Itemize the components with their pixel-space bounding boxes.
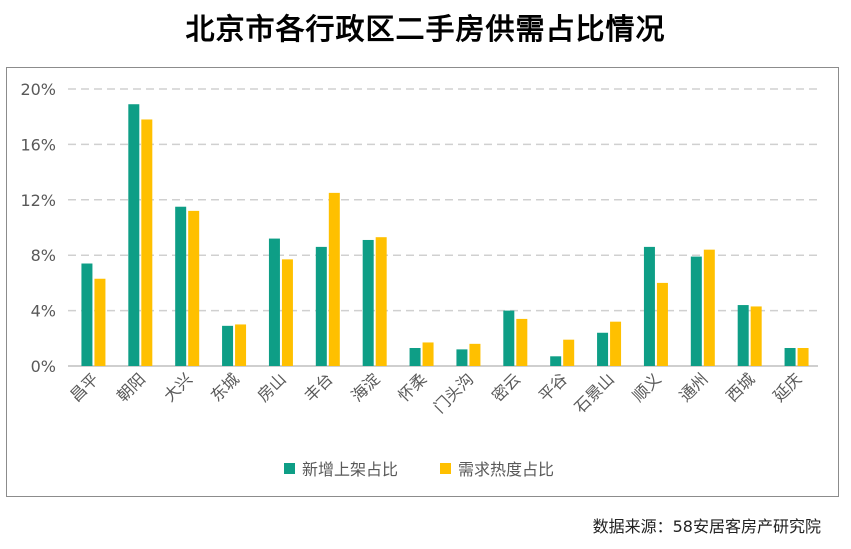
bar-new-listing-0 xyxy=(81,263,93,366)
legend-swatch-0 xyxy=(284,463,295,474)
bar-new-listing-14 xyxy=(737,305,749,366)
y-tick-label: 12% xyxy=(20,191,56,210)
bar-demand-4 xyxy=(281,259,293,366)
bar-demand-3 xyxy=(235,324,247,366)
bar-new-listing-6 xyxy=(362,239,374,366)
legend-label-0: 新增上架占比 xyxy=(302,460,398,479)
bar-new-listing-5 xyxy=(315,246,327,366)
x-tick-label: 怀柔 xyxy=(394,369,430,405)
x-tick-label: 石景山 xyxy=(571,369,618,416)
bar-new-listing-3 xyxy=(222,325,234,366)
bar-new-listing-12 xyxy=(643,246,655,366)
x-tick-label: 顺义 xyxy=(629,369,665,405)
x-tick-label: 房山 xyxy=(254,369,290,405)
x-tick-label: 朝阳 xyxy=(113,369,149,405)
bar-demand-15 xyxy=(797,347,809,366)
bar-demand-2 xyxy=(188,210,200,366)
bar-new-listing-13 xyxy=(690,256,702,366)
data-source: 数据来源：58安居客房产研究院 xyxy=(592,517,821,536)
bar-demand-5 xyxy=(328,192,340,366)
x-tick-label: 通州 xyxy=(676,369,712,405)
bar-new-listing-8 xyxy=(456,349,468,366)
y-tick-label: 8% xyxy=(31,246,56,265)
bar-demand-8 xyxy=(469,343,481,366)
bar-demand-0 xyxy=(94,278,106,366)
legend-label-1: 需求热度占比 xyxy=(458,460,554,479)
bar-demand-14 xyxy=(750,306,762,366)
x-tick-label: 大兴 xyxy=(160,369,196,405)
bar-demand-1 xyxy=(141,119,153,366)
x-tick-label: 丰台 xyxy=(301,369,337,405)
bar-new-listing-11 xyxy=(597,332,609,366)
x-tick-label: 西城 xyxy=(722,369,758,405)
bar-demand-13 xyxy=(703,249,715,366)
y-tick-label: 4% xyxy=(31,302,56,321)
x-tick-label: 昌平 xyxy=(66,369,102,405)
bar-new-listing-4 xyxy=(268,238,280,366)
chart-frame xyxy=(6,67,839,497)
x-tick-label: 海淀 xyxy=(347,369,383,405)
chart-title: 北京市各行政区二手房供需占比情况 xyxy=(185,12,666,46)
bar-demand-9 xyxy=(516,318,528,366)
x-tick-label: 门头沟 xyxy=(430,369,477,416)
x-tick-label: 密云 xyxy=(488,369,524,405)
bar-demand-11 xyxy=(610,321,622,366)
bar-new-listing-9 xyxy=(503,310,515,366)
bar-new-listing-1 xyxy=(128,104,140,367)
bar-demand-10 xyxy=(563,339,575,366)
x-tick-label: 东城 xyxy=(207,369,243,405)
legend-swatch-1 xyxy=(440,463,451,474)
bar-demand-7 xyxy=(422,342,434,366)
bar-demand-6 xyxy=(375,237,387,366)
y-tick-label: 0% xyxy=(31,357,56,376)
y-tick-label: 20% xyxy=(20,80,56,99)
bar-new-listing-15 xyxy=(784,347,796,366)
x-tick-label: 平谷 xyxy=(535,369,571,405)
bar-new-listing-7 xyxy=(409,347,421,366)
bar-new-listing-2 xyxy=(175,206,187,366)
x-tick-label: 延庆 xyxy=(769,369,805,405)
y-tick-label: 16% xyxy=(20,135,56,154)
bar-new-listing-10 xyxy=(550,356,562,366)
bar-demand-12 xyxy=(656,282,668,366)
